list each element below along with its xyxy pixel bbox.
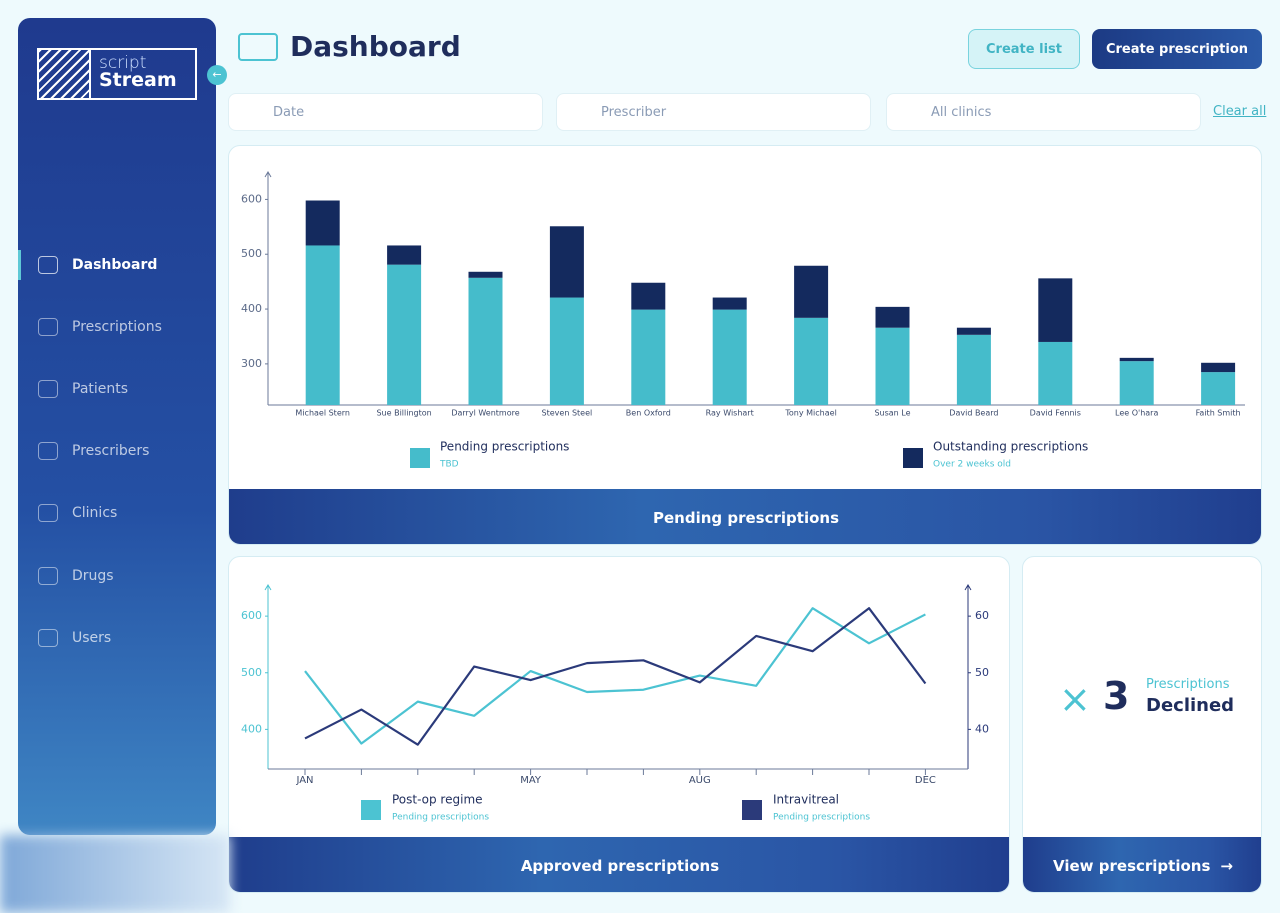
arrow-icon: → [1220,856,1233,875]
nav-icon [38,442,58,460]
page-title: Dashboard [290,30,461,63]
nav-label: Prescribers [72,443,150,459]
nav-label: Prescriptions [72,319,162,335]
nav-icon [38,567,58,585]
nav-label: Users [72,630,112,646]
nav-item[interactable]: Patients [18,374,216,404]
clinic-filter[interactable]: All clinics [886,93,1201,131]
create-prescription-button[interactable]: Create prescription [1092,29,1262,69]
nav-label: Drugs [72,568,114,584]
prescriber-filter[interactable]: Prescriber [556,93,871,131]
logo-text: script [99,53,147,73]
stat-label: Prescriptions [1146,677,1230,692]
logo-text: Stream [99,69,177,91]
nav-item[interactable]: Dashboard [18,250,216,280]
nav-item[interactable]: Clinics [18,498,216,528]
nav-item[interactable]: Users [18,623,216,653]
nav-item[interactable]: Prescriptions [18,312,216,342]
clear-all-link[interactable]: Clear all [1213,104,1267,119]
nav-item[interactable]: Prescribers [18,436,216,466]
card-footer[interactable]: Pending prescriptions [229,489,1261,544]
button-text: View prescriptions [1053,856,1211,875]
nav-icon [38,256,58,274]
nav-icon [38,318,58,336]
nav-icon [38,504,58,522]
create-list-button[interactable]: Create list [968,29,1080,69]
stat-card: × 3 Prescriptions Declined View prescrip… [1022,556,1262,893]
declined-icon: × [1059,677,1091,721]
nav-icon [38,380,58,398]
date-filter[interactable]: Date [228,93,543,131]
sidebar: script Stream Dashboard Prescriptions Patie… [18,18,216,835]
nav-icon [38,629,58,647]
view-prescriptions-button[interactable]: View prescriptions → [1023,837,1261,892]
stat-value: 3 [1103,674,1130,718]
nav-label: Clinics [72,505,118,521]
blurred-area [0,835,230,913]
stat-sublabel: Declined [1146,695,1235,716]
nav-label: Dashboard [72,257,158,273]
nav-label: Patients [72,381,129,397]
nav-item[interactable]: Drugs [18,561,216,591]
collapse-button[interactable]: ← [207,65,227,85]
title-icon [238,33,278,61]
card-footer[interactable]: Approved prescriptions [229,837,1009,892]
line-chart-card: Approved prescriptions [228,556,1010,893]
bar-chart-card: Pending prescriptions [228,145,1262,545]
logo[interactable]: script Stream [37,48,197,100]
